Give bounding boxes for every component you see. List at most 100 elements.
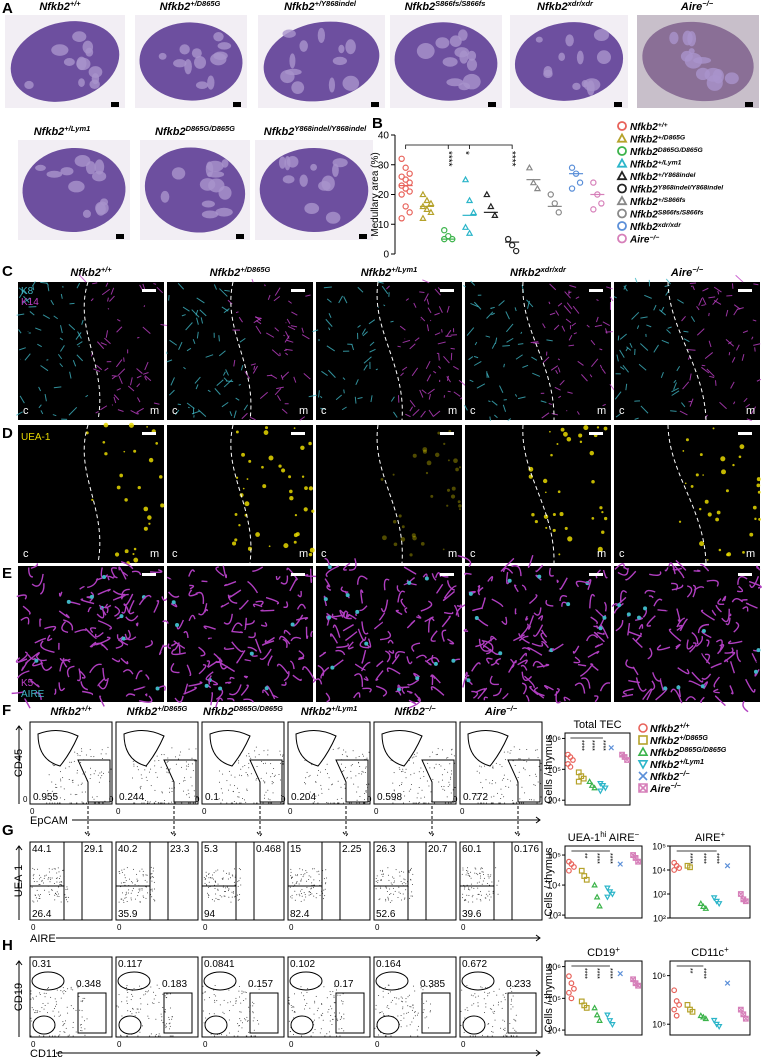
fluorescence-fiber <box>409 406 414 412</box>
fluorescence-cell <box>519 652 528 661</box>
event-dot <box>141 777 143 779</box>
event-dot <box>245 772 247 774</box>
thymus-section-image <box>258 15 385 108</box>
fluorescence-spot <box>699 541 705 547</box>
event-dot <box>518 771 520 773</box>
fluorescence-cell <box>638 624 644 630</box>
event-dot <box>240 884 242 886</box>
event-dot <box>398 767 400 769</box>
fluorescence-fiber <box>557 302 563 307</box>
event-dot <box>122 899 124 901</box>
data-point <box>423 196 431 204</box>
group-points <box>547 191 562 216</box>
cortex-medulla-boundary <box>83 424 101 564</box>
fluorescence-fiber <box>690 316 696 322</box>
fluorescence-fiber <box>527 300 530 309</box>
group-points <box>630 976 641 989</box>
fluorescence-cell <box>110 567 118 578</box>
event-dot <box>208 1013 210 1015</box>
event-dot <box>474 1035 476 1037</box>
event-dot <box>460 1024 462 1026</box>
fluorescence-spot <box>617 603 622 608</box>
region-label: m <box>299 405 308 417</box>
event-dot <box>46 802 48 804</box>
fluorescence-cell <box>247 646 258 652</box>
fluorescence-spot <box>289 496 294 501</box>
genotype-base: Nfkb2 <box>650 771 679 783</box>
event-dot <box>512 760 514 762</box>
fluorescence-cell <box>289 578 298 592</box>
fluorescence-fiber <box>514 307 517 312</box>
event-dot <box>375 880 377 882</box>
fluorescence-fiber <box>299 416 306 421</box>
event-dot <box>125 891 127 893</box>
fluorescence-cell <box>24 698 31 709</box>
quadrant-frequency: 94 <box>204 909 216 920</box>
fluorescence-fiber <box>68 324 76 331</box>
event-dot <box>423 1009 425 1011</box>
fluorescence-fiber <box>596 299 599 302</box>
event-dot <box>58 1035 60 1037</box>
event-dot <box>412 1007 414 1009</box>
event-dot <box>323 889 325 891</box>
event-dot <box>121 892 123 894</box>
event-dot <box>388 879 390 881</box>
event-dot <box>368 783 370 785</box>
fluorescence-fiber <box>575 296 580 299</box>
fluorescence-fiber <box>355 379 359 385</box>
event-dot <box>464 1017 466 1019</box>
event-dot <box>68 896 70 898</box>
event-dot <box>280 802 282 804</box>
event-dot <box>437 748 439 750</box>
event-dot <box>508 786 510 788</box>
fluorescence-fiber <box>568 334 573 341</box>
fluorescence-fiber <box>305 294 311 297</box>
event-dot <box>54 802 56 804</box>
event-dot <box>497 792 499 794</box>
event-dot <box>332 802 334 804</box>
event-dot <box>405 1001 407 1003</box>
event-dot <box>214 985 216 987</box>
data-point <box>461 175 470 183</box>
genotype-label: Nfkb2+/+ <box>50 704 92 719</box>
fluorescence-spot <box>158 475 163 479</box>
event-dot <box>334 802 336 804</box>
event-dot <box>510 985 512 987</box>
fluorescence-cell <box>628 679 640 684</box>
fluorescence-fiber <box>288 300 292 304</box>
significance-stars: **** <box>699 968 706 979</box>
fluorescence-spot <box>293 533 298 538</box>
event-dot <box>519 758 521 760</box>
data-point <box>465 196 474 204</box>
event-dot <box>536 802 538 804</box>
event-dot <box>476 794 478 796</box>
fluorescence-cell <box>395 690 402 696</box>
event-dot <box>468 873 470 875</box>
event-dot <box>479 898 481 900</box>
event-dot <box>241 775 243 777</box>
scale-bar <box>738 432 752 435</box>
data-point <box>398 173 405 180</box>
event-dot <box>214 1001 216 1003</box>
event-dot <box>156 984 158 986</box>
fluorescence-spot <box>458 466 462 469</box>
event-dot <box>477 887 479 889</box>
event-dot <box>313 1019 315 1021</box>
event-dot <box>30 1017 32 1019</box>
fluorescence-cell <box>540 640 549 649</box>
event-dot <box>485 1006 487 1008</box>
genotype-base: Nfkb2 <box>70 267 101 279</box>
event-dot <box>382 990 384 992</box>
fluorescence-cell <box>748 580 762 589</box>
fluorescence-cell <box>309 568 313 583</box>
event-dot <box>160 1013 162 1015</box>
fluorescence-fiber <box>216 379 224 387</box>
event-dot <box>248 767 250 769</box>
fluorescence-spot <box>116 485 121 490</box>
fluorescence-cell <box>94 631 104 638</box>
event-dot <box>238 1025 240 1027</box>
event-dot <box>124 897 126 899</box>
event-dot <box>392 782 394 784</box>
data-point <box>616 157 628 168</box>
event-dot <box>81 748 83 750</box>
